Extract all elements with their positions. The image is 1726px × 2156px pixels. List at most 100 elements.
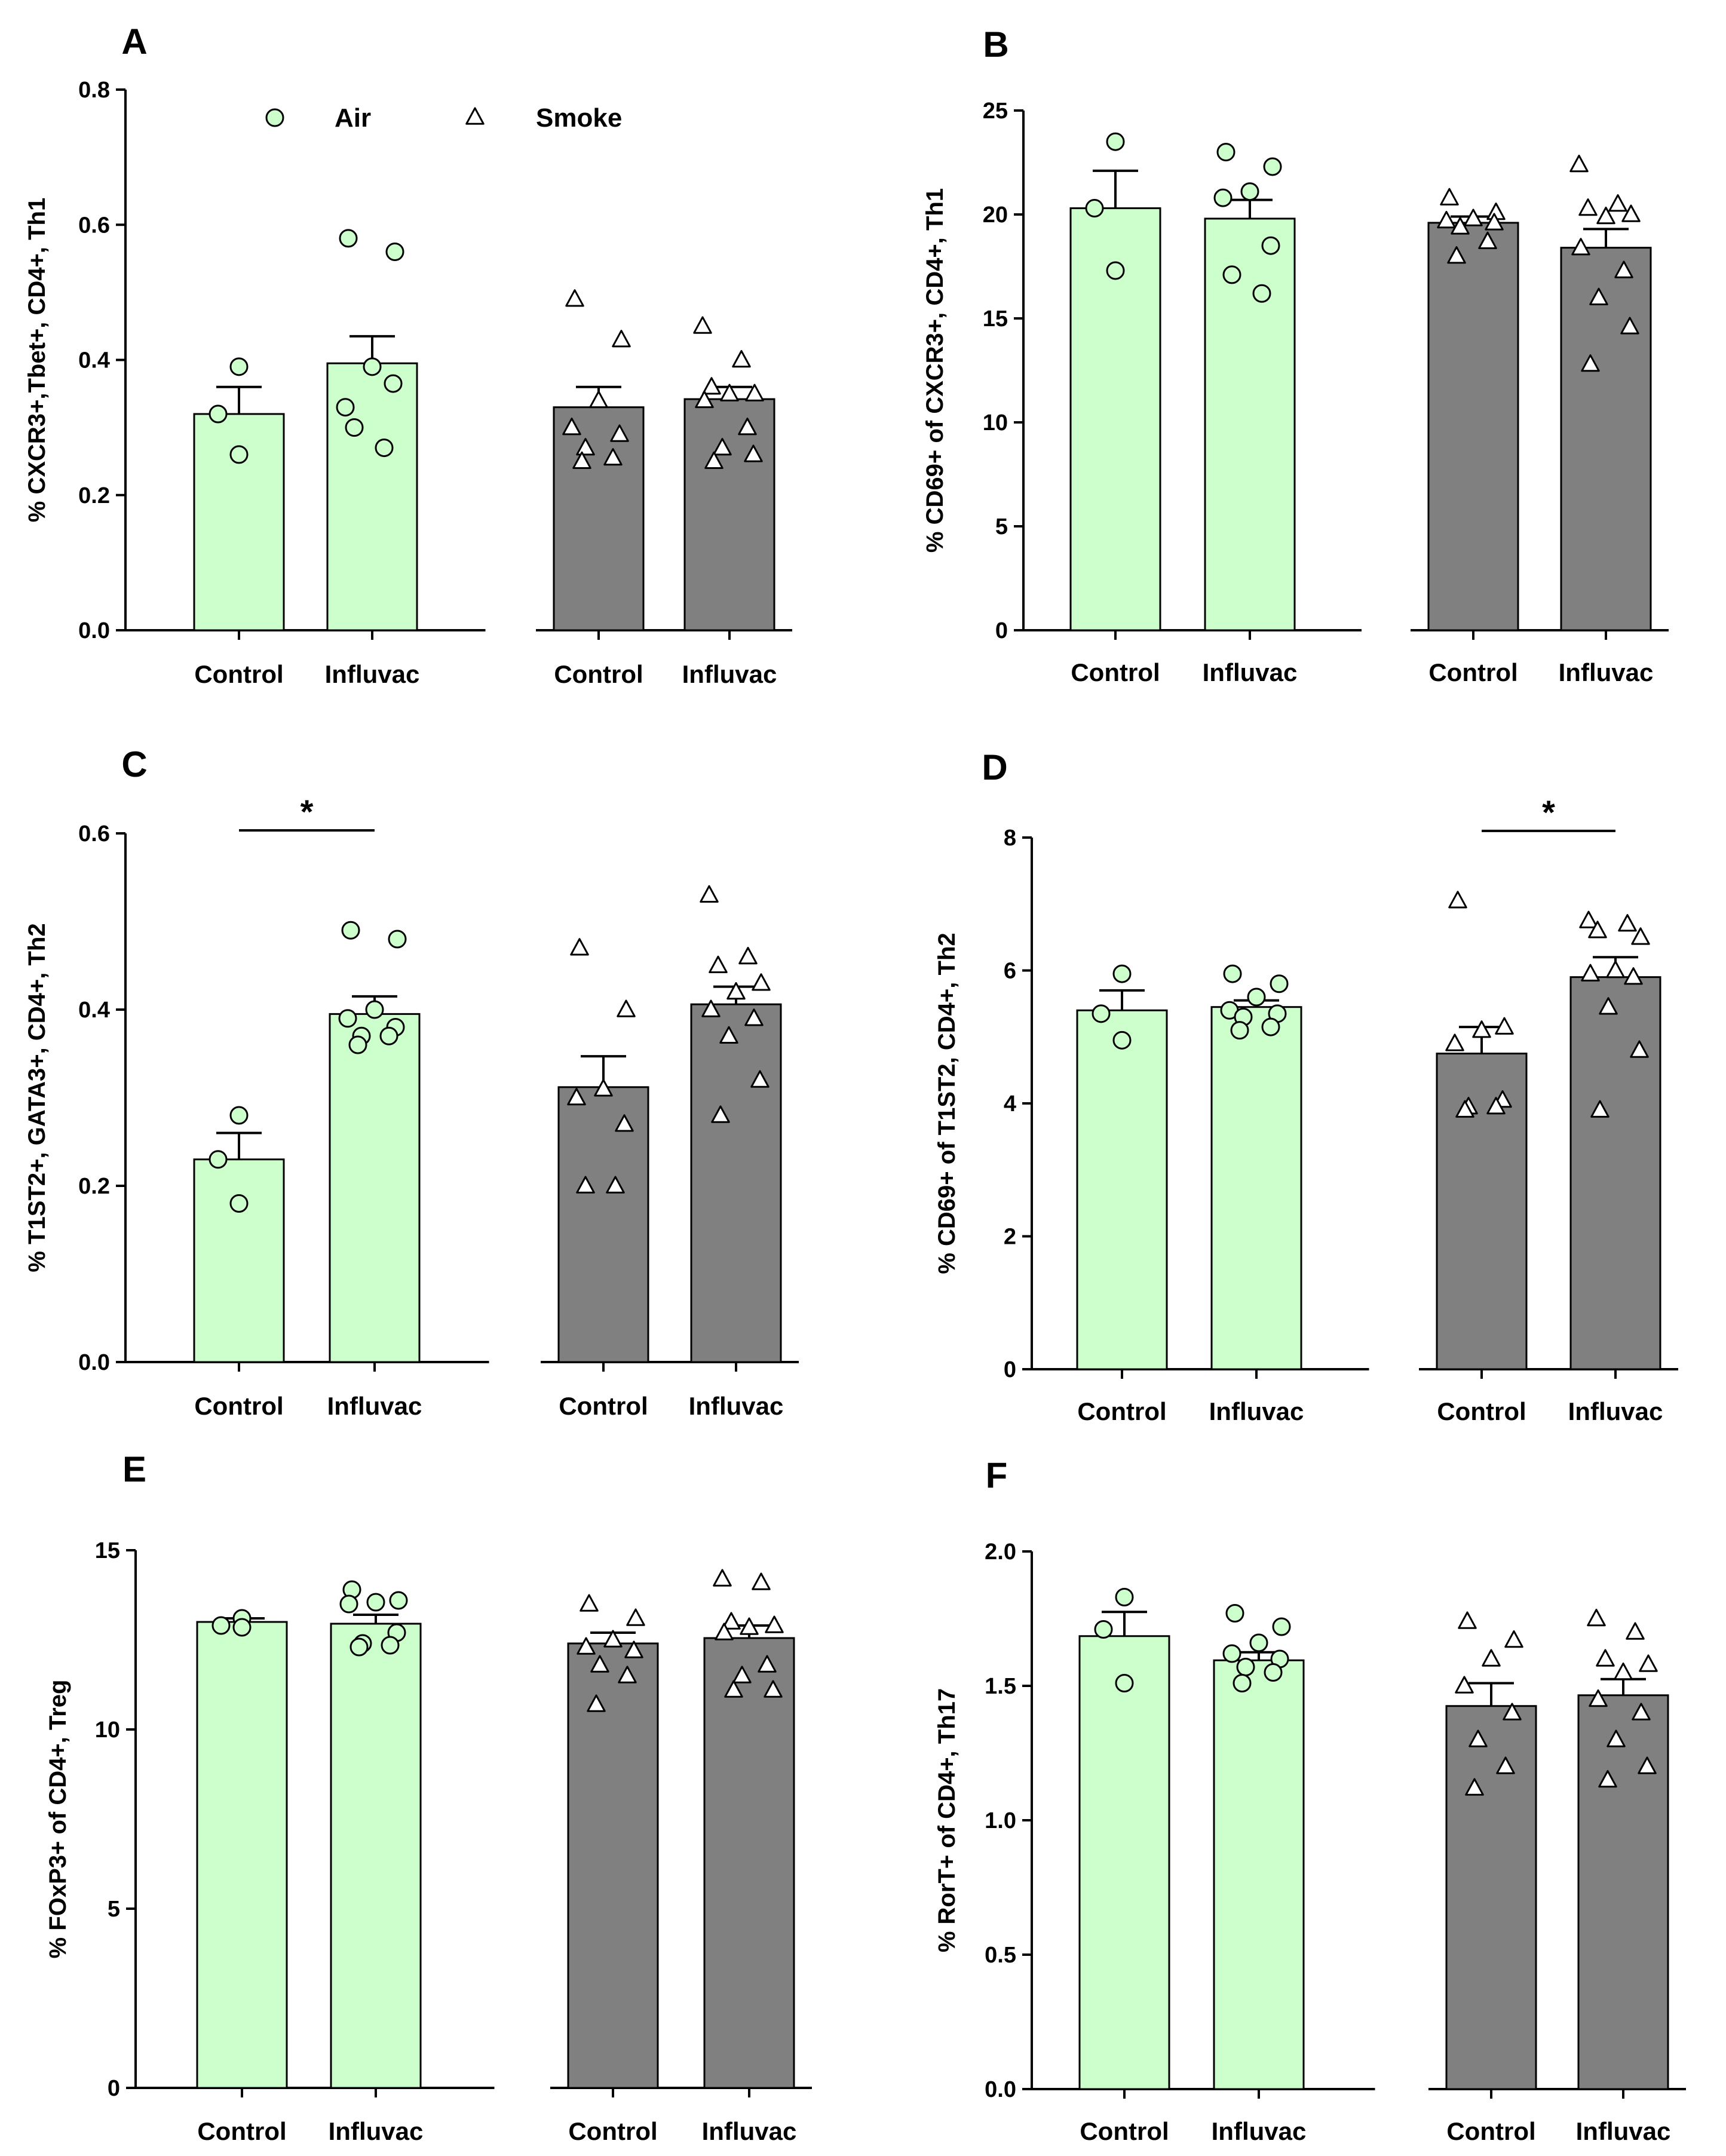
panel-d-ytick-label: 8	[1004, 826, 1016, 851]
panel-a-data-point-air	[385, 243, 404, 261]
panel-c-data-point-air	[229, 1106, 249, 1125]
panel-e-data-point-smoke	[626, 1608, 645, 1626]
panel-e-bar	[703, 1637, 795, 2089]
panel-f-data-point-air	[1094, 1620, 1113, 1639]
panel-e-data-point-smoke	[577, 1637, 596, 1655]
panel-b-data-point-smoke	[1478, 231, 1497, 249]
panel-e-data-point-air	[339, 1594, 358, 1614]
panel-a-ytick-label: 0.8	[78, 78, 110, 103]
panel-b-data-point-smoke	[1581, 354, 1600, 372]
panel-c-data-point-smoke	[752, 973, 771, 991]
panel-a-ytick-label: 0.4	[78, 348, 110, 373]
panel-c-category-label: Control	[194, 1392, 283, 1420]
panel-d-data-point-smoke	[1455, 1100, 1474, 1118]
panel-d-bar	[1436, 1053, 1528, 1370]
panel-e-bar	[196, 1621, 288, 2089]
panel-f-data-point-smoke	[1589, 1689, 1608, 1707]
panel-d-ytick-label: 2	[1004, 1225, 1016, 1250]
panel-b-ytick-label: 20	[983, 203, 1008, 228]
panel-c-data-point-air	[388, 930, 407, 949]
panel-d-data-point-smoke	[1448, 891, 1467, 909]
panel-c-category-label: Influvac	[689, 1392, 784, 1420]
panel-b-ytick-label: 0	[995, 618, 1008, 643]
panel-a-bar	[553, 406, 645, 631]
panel-a-data-point-smoke	[565, 289, 584, 307]
panel-a: A % CXCR3+,Tbet+, CD4+, Th1 0.0 0.2 0.4 0.6 0.…	[24, 22, 792, 688]
panel-e: E % FOxP3+ of CD4+, Treg 0 5 10 15 Control Infl…	[45, 1449, 812, 2145]
panel-f-data-point-air	[1115, 1674, 1134, 1692]
panel-f-data-point-air	[1225, 1604, 1244, 1623]
panel-f-ytick-label: 2.0	[985, 1539, 1016, 1565]
panel-f-category-label: Influvac	[1576, 2117, 1671, 2145]
panel-e-category-label: Influvac	[329, 2117, 424, 2145]
panel-d-data-point-smoke	[1581, 964, 1600, 982]
panel-b-ytick-label: 10	[983, 410, 1008, 436]
panel-b-ytick-label: 25	[983, 99, 1008, 124]
panel-f: F % RorT+ of CD4+, Th17 0.0 0.5 1.0 1.5 2.0 Con…	[934, 1455, 1686, 2145]
panel-a-data-point-smoke	[745, 384, 764, 401]
panel-e-data-point-smoke	[724, 1680, 743, 1698]
panel-a-data-point-smoke	[693, 316, 712, 334]
panel-a-category-label: Control	[194, 660, 283, 688]
panel-e-data-point-smoke	[752, 1572, 771, 1590]
panel-f-data-point-air	[1115, 1588, 1134, 1606]
panel-d-data-point-smoke	[1588, 921, 1607, 939]
panel-f-data-point-air	[1222, 1644, 1241, 1663]
panel-f-data-point-smoke	[1607, 1729, 1626, 1747]
panel-c-bar	[193, 1158, 285, 1363]
panel-d-data-point-air	[1092, 1004, 1111, 1023]
panel-f-ylabel: % RorT+ of CD4+, Th17	[934, 1688, 960, 1952]
panel-f-ytick-label: 1.0	[985, 1808, 1016, 1833]
panel-a-category-label: Control	[554, 660, 643, 688]
panel-d-data-point-smoke	[1630, 1040, 1649, 1058]
panel-f-data-point-smoke	[1614, 1663, 1633, 1680]
panel-a-category-label: Influvac	[325, 660, 420, 688]
panel-d-data-point-air	[1270, 974, 1289, 993]
panel-e-data-point-smoke	[624, 1640, 643, 1658]
panel-a-data-point-smoke	[603, 448, 623, 466]
legend-circle-icon	[265, 108, 284, 127]
panel-d-significance-label: *	[1542, 793, 1555, 831]
panel-c-data-point-smoke	[726, 982, 746, 1000]
panel-d-category-label: Influvac	[1568, 1397, 1663, 1425]
panel-b-data-point-smoke	[1440, 188, 1459, 206]
panel-a-data-point-air	[229, 445, 249, 464]
panel-c-data-point-smoke	[711, 1105, 730, 1123]
panel-e-data-point-smoke	[713, 1569, 732, 1587]
panel-c-data-point-smoke	[719, 1026, 738, 1044]
panel-c-data-point-smoke	[738, 947, 758, 965]
panel-f-bar	[1577, 1694, 1669, 2090]
panel-b-category-label: Influvac	[1559, 658, 1654, 686]
panel-c-data-point-smoke	[700, 885, 719, 903]
panel-b-data-point-smoke	[1608, 194, 1627, 212]
panel-a-category-label: Influvac	[682, 660, 777, 688]
panel-f-data-point-smoke	[1598, 1770, 1617, 1788]
panel-d-data-point-smoke	[1579, 910, 1598, 928]
panel-e-data-point-smoke	[618, 1666, 637, 1683]
panel-a-data-point-air	[375, 438, 394, 458]
panel-c-data-point-smoke	[594, 1079, 613, 1097]
panel-e-data-point-smoke	[715, 1623, 734, 1640]
panel-b-data-point-smoke	[1571, 238, 1590, 256]
panel-f-data-point-smoke	[1504, 1630, 1523, 1648]
panel-a-data-point-smoke	[695, 390, 714, 409]
panel-c-data-point-smoke	[744, 1008, 764, 1026]
panel-f-category-label: Influvac	[1212, 2117, 1307, 2145]
panel-b-bar	[1560, 247, 1652, 631]
panel-b-letter: B	[983, 24, 1008, 65]
panel-e-bar	[330, 1623, 422, 2089]
panel-e-data-point-smoke	[590, 1655, 609, 1673]
panel-c-data-point-air	[348, 1035, 367, 1054]
panel-b-ytick-label: 15	[983, 306, 1008, 332]
panel-d-data-point-smoke	[1606, 961, 1625, 979]
panel-f-data-point-smoke	[1482, 1649, 1501, 1667]
panel-e-data-point-smoke	[603, 1630, 623, 1648]
panel-e-data-point-smoke	[764, 1680, 783, 1698]
panel-a-data-point-smoke	[572, 451, 591, 469]
panel-e-category-label: Influvac	[702, 2117, 797, 2145]
panel-b-data-point-smoke	[1614, 260, 1633, 278]
panel-a-data-point-smoke	[612, 330, 631, 348]
panel-f-data-point-smoke	[1596, 1649, 1615, 1667]
panel-a-ytick-label: 0.6	[78, 213, 110, 238]
legend-smoke-label: Smoke	[536, 103, 622, 133]
